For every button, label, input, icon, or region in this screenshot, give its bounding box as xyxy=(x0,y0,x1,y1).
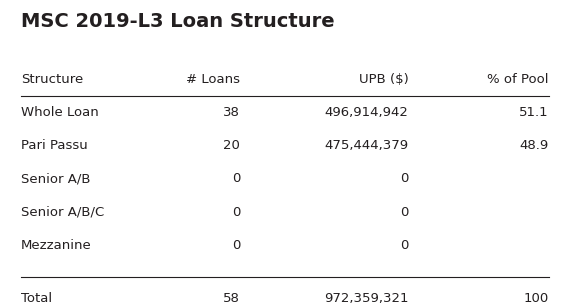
Text: 51.1: 51.1 xyxy=(519,106,549,119)
Text: Total: Total xyxy=(21,292,52,305)
Text: 0: 0 xyxy=(400,206,409,219)
Text: 0: 0 xyxy=(231,206,240,219)
Text: Whole Loan: Whole Loan xyxy=(21,106,99,119)
Text: # Loans: # Loans xyxy=(186,73,240,86)
Text: Senior A/B/C: Senior A/B/C xyxy=(21,206,104,219)
Text: 0: 0 xyxy=(400,239,409,252)
Text: MSC 2019-L3 Loan Structure: MSC 2019-L3 Loan Structure xyxy=(21,12,335,31)
Text: 0: 0 xyxy=(400,173,409,185)
Text: Senior A/B: Senior A/B xyxy=(21,173,91,185)
Text: Structure: Structure xyxy=(21,73,83,86)
Text: 475,444,379: 475,444,379 xyxy=(324,139,409,152)
Text: 0: 0 xyxy=(231,173,240,185)
Text: 58: 58 xyxy=(223,292,240,305)
Text: UPB ($): UPB ($) xyxy=(359,73,409,86)
Text: % of Pool: % of Pool xyxy=(487,73,549,86)
Text: 48.9: 48.9 xyxy=(520,139,549,152)
Text: 0: 0 xyxy=(231,239,240,252)
Text: Mezzanine: Mezzanine xyxy=(21,239,92,252)
Text: Pari Passu: Pari Passu xyxy=(21,139,88,152)
Text: 100: 100 xyxy=(524,292,549,305)
Text: 38: 38 xyxy=(223,106,240,119)
Text: 972,359,321: 972,359,321 xyxy=(324,292,409,305)
Text: 20: 20 xyxy=(223,139,240,152)
Text: 496,914,942: 496,914,942 xyxy=(325,106,409,119)
